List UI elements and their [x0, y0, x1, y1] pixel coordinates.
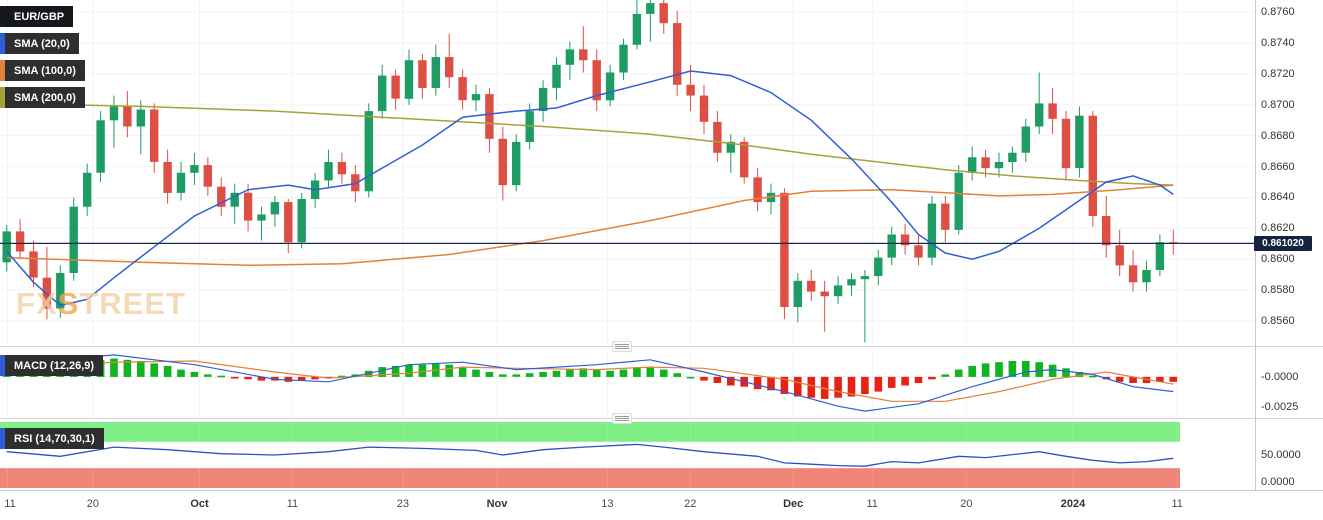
- time-axis-label: 23: [396, 498, 409, 510]
- price-tick-label: 0.8640: [1261, 191, 1295, 203]
- fxstreet-watermark: FXSTREET: [16, 286, 186, 322]
- price-tick-label: 0.8760: [1261, 6, 1295, 18]
- rsi-tick-label: 50.0000: [1261, 449, 1301, 461]
- legend-sma20-text: SMA (20,0): [14, 37, 70, 50]
- price-tick-label: 0.8560: [1261, 315, 1295, 327]
- price-tick-label: 0.8740: [1261, 37, 1295, 49]
- macd-tick-label: -0.0025: [1261, 401, 1299, 413]
- legend-sma100-text: SMA (100,0): [14, 64, 76, 77]
- time-axis-label: 20: [960, 498, 973, 510]
- price-tick-label: 0.8660: [1261, 161, 1295, 173]
- rsi-tick-label: 0.0000: [1261, 476, 1295, 488]
- rsi-line: [6, 443, 1174, 467]
- legend-rsi-text: RSI (14,70,30,1): [14, 432, 95, 445]
- rsi-panel[interactable]: [0, 422, 1255, 488]
- time-axis-label: 11: [1171, 498, 1183, 510]
- price-tick-label: 0.8700: [1261, 99, 1295, 111]
- price-panel[interactable]: [0, 0, 1255, 344]
- rsi-bands: [0, 422, 1180, 488]
- last-price-text: 0.861020: [1262, 238, 1304, 249]
- macd-panel[interactable]: [0, 350, 1255, 416]
- time-axis[interactable]: 11 20 Oct 11 23 Nov 13 22 Dec 11 20 2024 11: [0, 490, 1323, 520]
- legend-sma100[interactable]: SMA (100,0): [0, 60, 85, 81]
- time-axis-label: 2024: [1060, 498, 1086, 510]
- time-axis-label: 20: [86, 498, 99, 510]
- price-tick-label: 0.8720: [1261, 68, 1295, 80]
- rsi-overbought-zone: [0, 422, 1180, 442]
- macd-signal-line: [6, 360, 1174, 402]
- sma200-line: [6, 102, 1174, 186]
- time-axis-label: Dec: [783, 498, 804, 510]
- macd-tick-label: -0.0000: [1261, 371, 1299, 383]
- legend-sma200[interactable]: SMA (200,0): [0, 87, 85, 108]
- macd-gridlines: [0, 350, 1180, 416]
- rsi-oversold-zone: [0, 468, 1180, 488]
- time-axis-label: 22: [684, 498, 697, 510]
- panel-resize-grip-2[interactable]: [612, 413, 632, 424]
- legend-rsi[interactable]: RSI (14,70,30,1): [0, 428, 104, 449]
- macd-main-line: [6, 354, 1174, 412]
- time-axis-label: Oct: [190, 498, 209, 510]
- time-axis-label: 13: [601, 498, 614, 510]
- time-axis-label: 11: [866, 498, 878, 510]
- watermark-bolt: S: [57, 286, 80, 321]
- candlestick-series: [2, 0, 1178, 343]
- last-price-badge: 0.861020: [1254, 236, 1312, 251]
- price-tick-label: 0.8580: [1261, 284, 1295, 296]
- watermark-fx: FX: [16, 286, 58, 321]
- legend-macd-text: MACD (12,26,9): [14, 359, 95, 372]
- time-axis-label: 11: [4, 498, 16, 510]
- price-tick-label: 0.8620: [1261, 222, 1295, 234]
- panel-divider-1: [0, 346, 1323, 347]
- symbol-label[interactable]: EUR/GBP: [0, 6, 74, 27]
- price-tick-label: 0.8600: [1261, 253, 1295, 265]
- sma20-line: [6, 70, 1174, 307]
- symbol-text: EUR/GBP: [14, 10, 65, 23]
- watermark-treet: TREET: [79, 286, 186, 321]
- legend-sma200-text: SMA (200,0): [14, 91, 76, 104]
- panel-divider-2: [0, 418, 1323, 419]
- time-axis-label: 11: [286, 498, 299, 510]
- legend-macd[interactable]: MACD (12,26,9): [0, 355, 104, 376]
- panel-resize-grip-1[interactable]: [612, 341, 632, 352]
- sma100-line: [6, 184, 1174, 267]
- price-tick-label: 0.8680: [1261, 130, 1295, 142]
- time-axis-label: Nov: [486, 498, 508, 510]
- legend-sma20[interactable]: SMA (20,0): [0, 33, 79, 54]
